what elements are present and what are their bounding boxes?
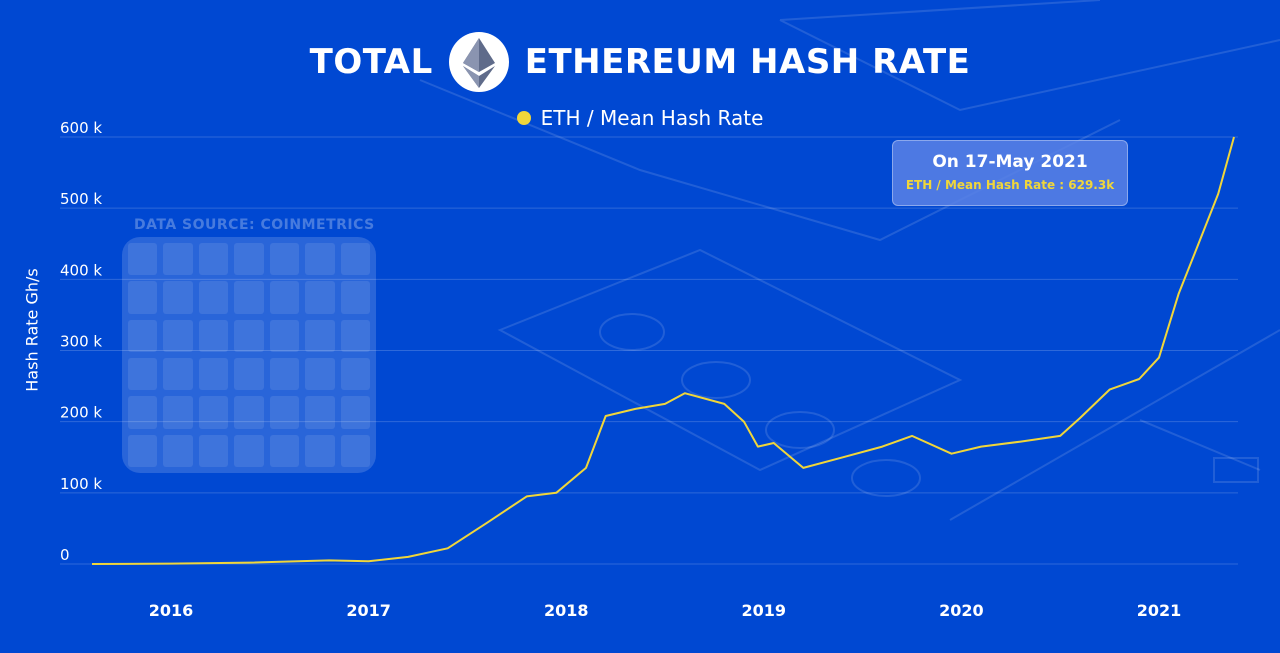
ethereum-logo-icon <box>448 32 509 92</box>
x-tick-label: 2016 <box>149 601 194 620</box>
chart-title: TOTAL ETHEREUM HASH RATE <box>0 30 1280 94</box>
chart-legend[interactable]: ETH / Mean Hash Rate <box>0 106 1280 130</box>
legend-marker <box>516 111 531 125</box>
x-tick-label: 2020 <box>939 601 984 620</box>
tooltip-title: On 17-May 2021 <box>932 152 1088 172</box>
x-tick-label: 2017 <box>346 601 391 620</box>
watermark-source-text: DATA SOURCE: COINMETRICS <box>134 217 375 233</box>
y-tick-label: 500 k <box>60 190 102 208</box>
y-tick-label: 300 k <box>60 333 102 351</box>
y-tick-label: 0 <box>60 546 70 564</box>
tooltip: On 17-May 2021 ETH / Mean Hash Rate : 62… <box>892 140 1128 206</box>
y-tick-label: 100 k <box>60 475 102 493</box>
title-left: TOTAL <box>309 42 433 82</box>
coinmetrics-logo-icon <box>122 237 376 473</box>
x-tick-label: 2021 <box>1137 601 1182 620</box>
legend-label: ETH / Mean Hash Rate <box>540 106 764 130</box>
watermark: DATA SOURCE: COINMETRICS <box>122 215 382 475</box>
x-tick-label: 2019 <box>742 601 787 620</box>
y-tick-label: 200 k <box>60 404 102 422</box>
tooltip-value: ETH / Mean Hash Rate : 629.3k <box>905 178 1115 192</box>
y-tick-label: 600 k <box>60 119 102 137</box>
x-tick-label: 2018 <box>544 601 589 620</box>
title-right: ETHEREUM HASH RATE <box>524 42 971 82</box>
series-line-eth-mean-hash-rate[interactable] <box>91 136 1235 565</box>
y-tick-label: 400 k <box>60 261 102 279</box>
